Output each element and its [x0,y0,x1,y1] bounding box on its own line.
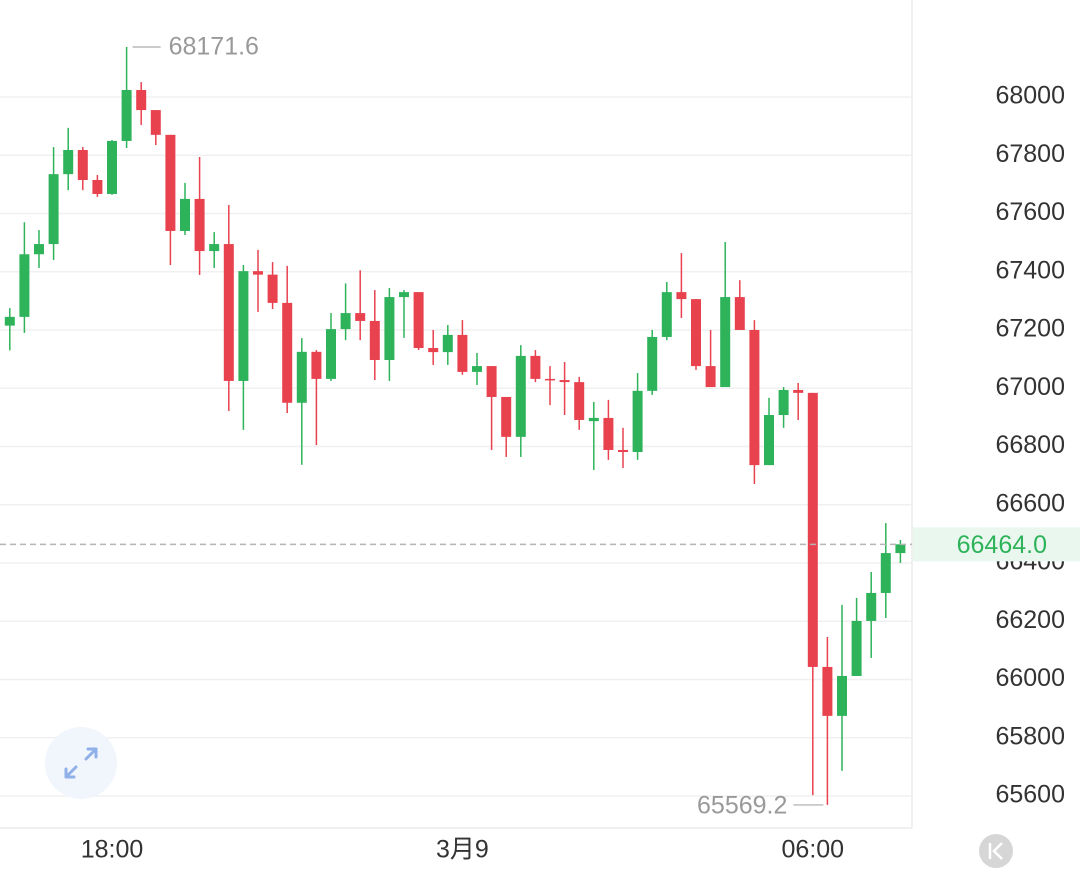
candle-body [734,297,745,330]
y-tick-label: 68000 [995,82,1065,110]
candle-body [63,149,74,175]
y-tick-label: 67000 [995,373,1065,401]
candle-body [486,366,497,397]
y-tick-label: 67200 [995,315,1065,343]
candle-body [793,389,804,393]
candle-body [705,366,716,388]
candle-body [267,274,278,303]
candle-body [223,244,234,381]
candle-body [647,336,658,391]
expand-button[interactable] [45,727,117,799]
candle-body [895,544,906,554]
grid [0,96,912,797]
candle-body [165,134,176,231]
last-price-box [913,527,1080,562]
candle-body [778,389,789,416]
y-tick-label: 67600 [995,198,1065,226]
candle-body [676,292,687,300]
y-tick-label: 66600 [995,489,1065,517]
y-tick-label: 67400 [995,256,1065,284]
candle-body [136,89,147,111]
candle-body [121,89,132,141]
candle-body [603,417,614,450]
x-tick-label: 18:00 [81,836,144,864]
y-tick-label: 66000 [995,664,1065,692]
candle-body [764,415,774,466]
candle-body [691,299,701,367]
low-marker-label: 65569.2 [697,792,787,820]
y-tick-label: 65800 [995,722,1065,750]
candle-body [355,313,366,321]
candle-body [399,292,409,298]
candle-body [311,351,322,379]
candle-body [238,271,249,381]
y-tick-label: 67800 [995,140,1065,168]
y-tick-label: 65600 [995,781,1065,809]
candle-body [880,553,891,593]
y-tick-label: 66200 [995,606,1065,634]
candle-body [34,244,44,255]
candle-body [48,174,59,245]
candle-body [837,675,847,716]
candle-body [472,366,482,372]
candle-body [807,392,818,667]
candle-body [77,149,88,180]
candle-body [442,334,453,353]
candle-body [749,329,760,466]
candle-body [194,198,205,252]
candle-body [632,390,643,453]
candle-body [545,378,555,381]
k-button[interactable] [979,834,1013,868]
candle-body [720,297,731,388]
candle-body [296,351,307,403]
candle-body [253,271,263,275]
expand-icon [64,747,98,779]
candle-body [866,592,877,621]
candle-body [384,297,395,360]
candle-body [19,254,30,317]
high-marker-label: 68171.6 [169,33,259,61]
candle-body [515,355,526,437]
y-tick-label: 66800 [995,431,1065,459]
candle-body [428,348,439,353]
candle-body [588,417,599,422]
k-bg [979,834,1013,868]
candle-body [822,666,833,716]
candle-body [501,396,512,437]
candle-body [340,313,351,330]
last-price-label: 66464.0 [957,531,1047,559]
candle-body [150,110,161,135]
candle-body [413,292,424,349]
candle-body [4,316,15,326]
candle-body [661,292,672,337]
candle-body [851,620,862,676]
candle-body [559,380,570,383]
candle-body [618,449,628,453]
candle-body [574,382,585,420]
k-icon [988,842,1003,860]
candle-body [180,198,190,231]
x-tick-label: 3月9 [436,836,489,864]
candle-body [209,244,220,252]
candle-body [369,320,380,360]
x-tick-label: 06:00 [782,836,845,864]
candle-body [530,355,541,379]
candle-body [457,334,468,372]
candle-body [107,140,117,194]
candle-body [326,329,336,379]
candle-body [92,179,103,194]
expand-bg [45,727,117,799]
candle-body [282,302,293,403]
